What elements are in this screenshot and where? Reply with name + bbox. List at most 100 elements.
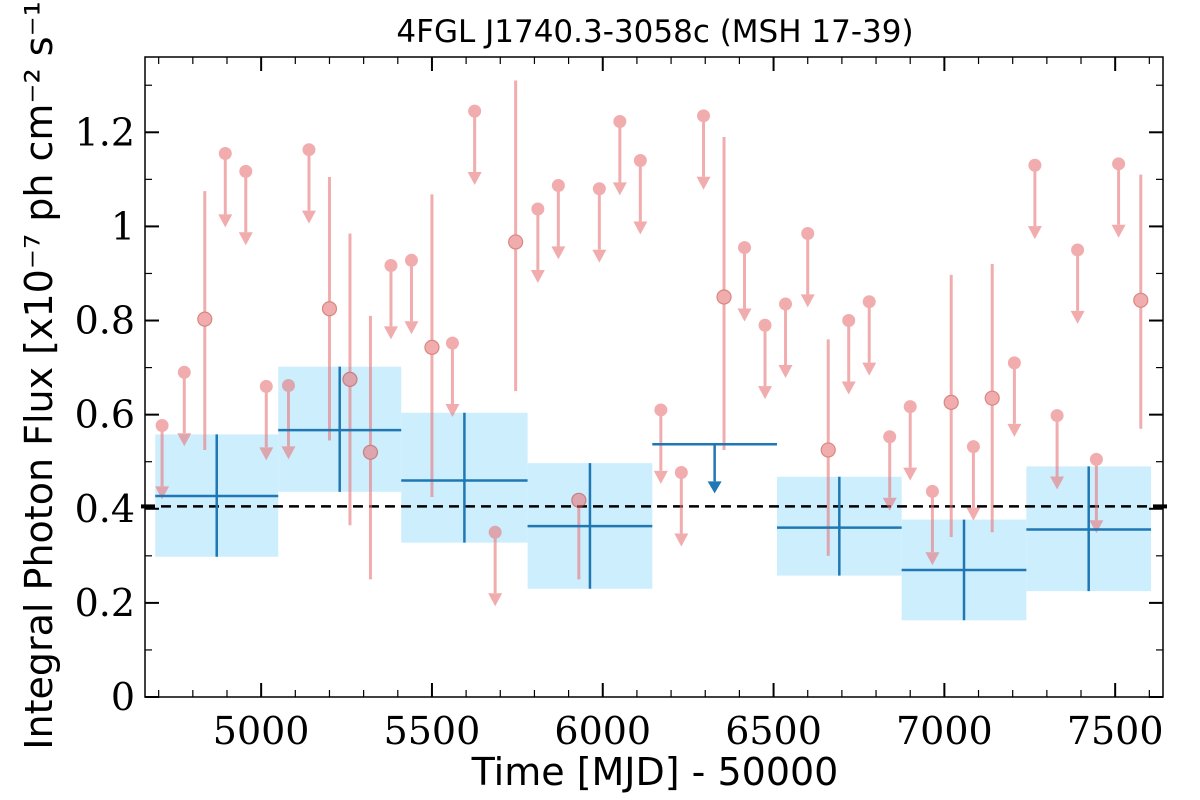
upper-limit-point bbox=[697, 109, 711, 123]
upper-limit-point bbox=[903, 400, 917, 414]
y-tick-label: 0.8 bbox=[75, 299, 135, 343]
short-bin-upper-limit bbox=[862, 295, 877, 376]
upper-limit-point bbox=[842, 314, 856, 328]
upper-limit-point bbox=[592, 182, 606, 196]
y-axis-label: Integral Photon Flux [x10⁻⁷ ph cm⁻² s⁻¹] bbox=[17, 0, 61, 750]
upper-limit-point bbox=[218, 146, 232, 160]
detection-point bbox=[1133, 292, 1149, 308]
short-bin-series bbox=[155, 80, 1149, 607]
upper-limit-arrow-head bbox=[551, 246, 566, 260]
long-bin-bands bbox=[155, 366, 1152, 621]
x-tick-label: 5500 bbox=[384, 709, 481, 753]
upper-limit-point bbox=[801, 226, 815, 240]
upper-limit-arrow-head bbox=[674, 533, 689, 547]
upper-limit-arrow-head bbox=[404, 321, 419, 335]
upper-limit-arrow-head bbox=[592, 249, 607, 263]
detection-point bbox=[424, 339, 440, 355]
y-tick-label: 1 bbox=[111, 204, 135, 248]
upper-limit-arrow-head bbox=[445, 404, 460, 418]
short-bin-upper-limit bbox=[925, 484, 940, 566]
upper-limit-point bbox=[384, 258, 398, 272]
upper-limit-point bbox=[281, 378, 295, 392]
upper-limit-point bbox=[302, 143, 316, 157]
short-bin-upper-limit bbox=[737, 241, 752, 322]
upper-limit-point bbox=[1071, 243, 1085, 257]
y-tick-label: 0.4 bbox=[75, 487, 135, 531]
upper-limit-arrow-head bbox=[1007, 423, 1022, 437]
x-axis-label: Time [MJD] - 50000 bbox=[471, 750, 839, 794]
detection-point bbox=[362, 444, 379, 460]
plot-frame bbox=[144, 56, 1164, 698]
detection-point bbox=[820, 442, 836, 458]
upper-limit-arrow-head bbox=[778, 365, 793, 378]
short-bin-upper-limit bbox=[301, 143, 316, 224]
upper-limit-point bbox=[1112, 157, 1126, 171]
long-bin-series bbox=[155, 366, 1152, 621]
short-bin-upper-limit bbox=[467, 104, 482, 186]
x-tick-label: 7000 bbox=[896, 709, 993, 753]
detection-point bbox=[943, 394, 959, 411]
upper-limit-point bbox=[404, 253, 418, 267]
upper-limit-point bbox=[551, 178, 565, 192]
upper-limit-point bbox=[862, 295, 876, 309]
short-bin-detection bbox=[943, 274, 959, 537]
short-bin-upper-limit bbox=[259, 379, 274, 461]
y-tick-label: 0.6 bbox=[75, 393, 135, 437]
short-bin-detection bbox=[362, 315, 379, 580]
short-bin-upper-limit bbox=[404, 253, 419, 335]
short-bin-upper-limit bbox=[966, 440, 981, 521]
upper-limit-point bbox=[259, 379, 273, 393]
long-bin-point bbox=[155, 434, 279, 557]
short-bin-upper-limit bbox=[674, 466, 689, 547]
upper-limit-arrow-head bbox=[758, 386, 773, 400]
short-bin-detection bbox=[716, 137, 732, 450]
detection-point bbox=[321, 301, 338, 317]
x-axis-ticks: 5000 5500 6000 6500 7000 7500 bbox=[158, 57, 1164, 753]
short-bin-upper-limit bbox=[530, 202, 545, 283]
upper-limit-point bbox=[883, 430, 897, 444]
upper-limit-point bbox=[488, 525, 502, 539]
long-bin-point bbox=[527, 463, 653, 589]
long-upper-limit-head bbox=[707, 481, 722, 494]
short-bin-upper-limit bbox=[1089, 452, 1104, 534]
upper-limit-arrow-head bbox=[696, 176, 711, 190]
short-bin-upper-limit bbox=[551, 178, 566, 260]
upper-limit-arrow-head bbox=[1070, 310, 1085, 324]
short-bin-upper-limit bbox=[238, 164, 253, 246]
upper-limit-arrow-head bbox=[155, 486, 170, 500]
short-bin-upper-limit bbox=[488, 525, 503, 607]
long-bin-point bbox=[1026, 466, 1152, 592]
upper-limit-arrow-head bbox=[281, 446, 296, 460]
upper-limit-arrow-head bbox=[488, 593, 503, 607]
short-bin-upper-limit bbox=[882, 430, 897, 511]
upper-limit-arrow-head bbox=[925, 552, 940, 566]
short-bin-upper-limit bbox=[758, 318, 773, 400]
upper-limit-arrow-head bbox=[966, 507, 981, 521]
short-bin-upper-limit bbox=[1070, 243, 1085, 324]
short-bin-detection bbox=[508, 80, 524, 392]
long-bin-point bbox=[776, 476, 902, 576]
upper-limit-point bbox=[155, 418, 169, 432]
detection-point bbox=[716, 289, 732, 305]
upper-limit-arrow-head bbox=[737, 308, 752, 322]
short-bin-detection bbox=[984, 264, 1000, 533]
short-bin-upper-limit bbox=[633, 154, 648, 235]
short-bin-upper-limit bbox=[383, 258, 398, 340]
upper-limit-arrow-head bbox=[1111, 224, 1126, 238]
detection-point bbox=[984, 390, 1000, 406]
short-bin-upper-limit bbox=[778, 297, 793, 378]
long-bin-upper-limit bbox=[652, 443, 777, 494]
short-bin-upper-limit bbox=[1111, 157, 1126, 238]
short-bin-detection bbox=[571, 492, 587, 580]
upper-limit-arrow-head bbox=[383, 326, 398, 340]
upper-limit-point bbox=[1089, 452, 1103, 466]
detection-point bbox=[197, 311, 213, 327]
short-bin-upper-limit bbox=[612, 114, 627, 196]
y-tick-label: 1.2 bbox=[75, 110, 135, 154]
upper-limit-point bbox=[1007, 356, 1021, 370]
y-tick-label: 0 bbox=[111, 675, 135, 719]
upper-limit-point bbox=[1028, 158, 1042, 172]
short-bin-detection bbox=[820, 339, 836, 556]
plot-border bbox=[144, 56, 1164, 698]
detection-point bbox=[571, 492, 587, 508]
